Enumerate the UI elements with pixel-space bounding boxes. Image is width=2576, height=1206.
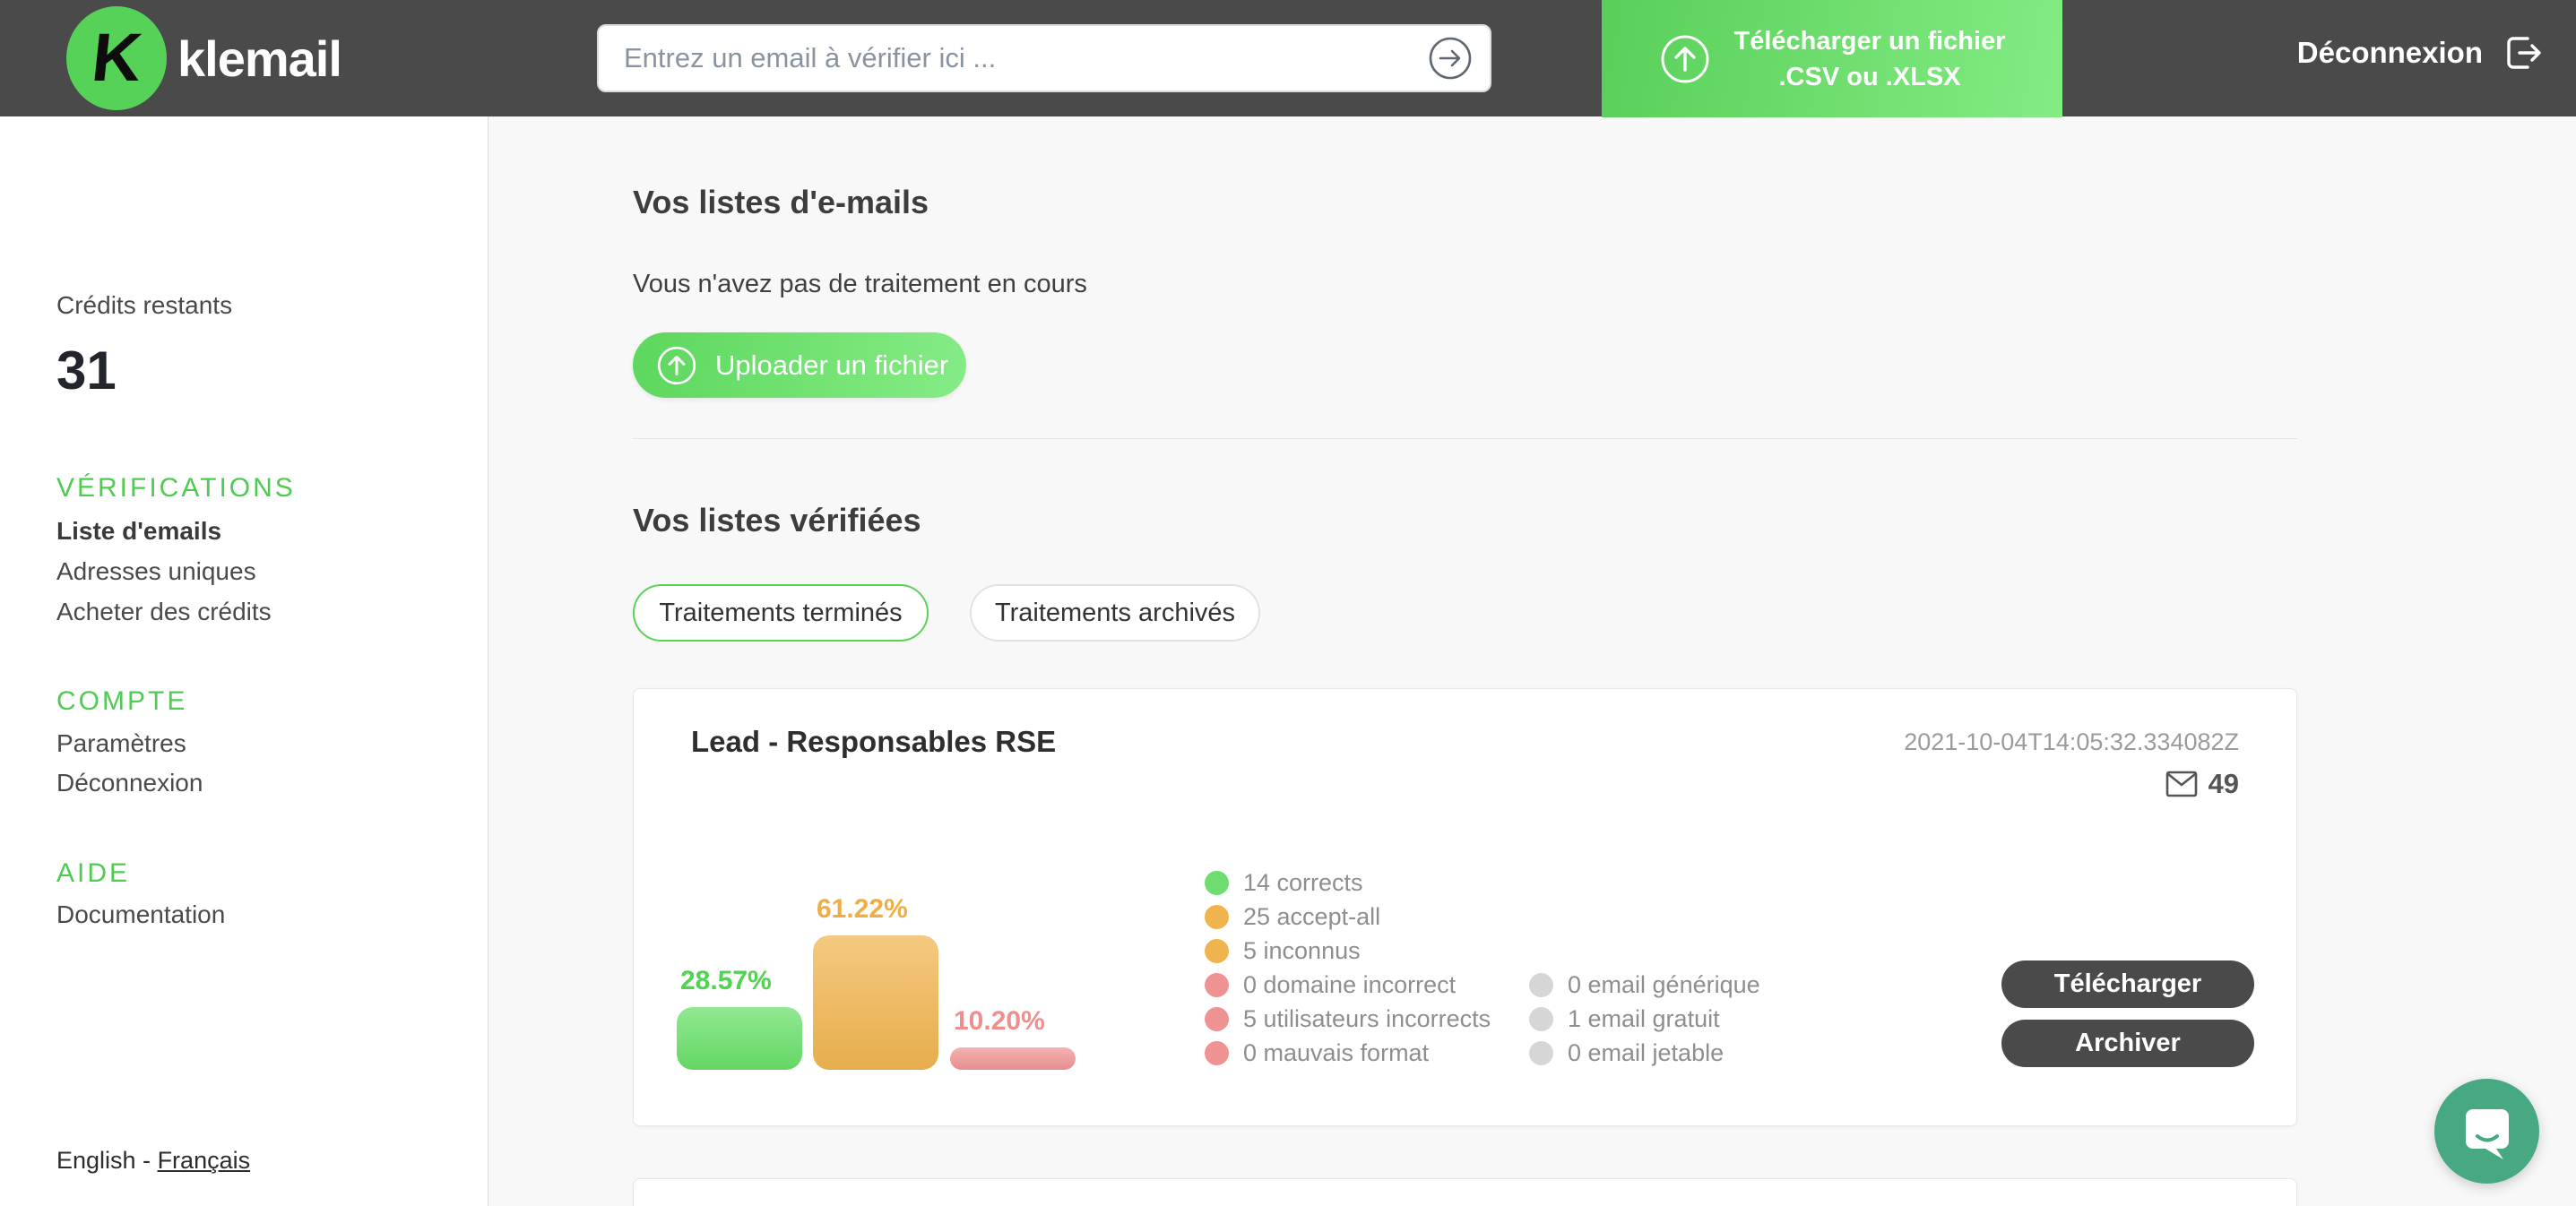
legend-label: 0 domaine incorrect [1243, 970, 1457, 998]
legend-item: 5 utilisateurs incorrects [1205, 1002, 1491, 1036]
sidebar-item-adresses-uniques[interactable]: Adresses uniques [56, 557, 256, 585]
language-english: English - [56, 1147, 158, 1174]
top-bar: K klemail Télécharger un fichier .CSV ou… [0, 0, 2576, 117]
logo-k-icon: K [88, 20, 145, 96]
upload-button-line1: Télécharger un fichier [1733, 26, 2006, 56]
legend-dot-red [1205, 972, 1229, 997]
language-francais-link[interactable]: Français [157, 1147, 251, 1174]
legend-item: 0 mauvais format [1205, 1036, 1491, 1070]
legend-dot-green [1205, 870, 1229, 895]
arrow-circle-right-icon [1429, 37, 1472, 80]
legend-column-1: 14 corrects 25 accept-all 5 inconnus 0 d… [1205, 866, 1491, 1070]
legend-item: 1 email gratuit [1529, 1002, 1760, 1036]
next-list-card-partial [633, 1178, 2297, 1206]
language-switcher: English - Français [56, 1144, 250, 1176]
submit-email-button[interactable] [1427, 35, 1474, 82]
legend-item: 0 domaine incorrect [1205, 968, 1491, 1002]
legend-dot-gray [1529, 1040, 1553, 1065]
credits-label: Crédits restants [56, 291, 233, 319]
legend-item: 0 email générique [1529, 968, 1760, 1002]
sidebar-item-acheter-credits[interactable]: Acheter des crédits [56, 598, 272, 625]
results-bar-chart: 28.57% 61.22% 10.20% [677, 792, 1125, 1070]
legend-label: 5 inconnus [1243, 936, 1361, 964]
email-count: 49 [2165, 768, 2239, 800]
verified-list-card: Lead - Responsables RSE 2021-10-04T14:05… [633, 688, 2297, 1126]
section-verifications: VÉRIFICATIONS [56, 473, 296, 503]
uploader-fichier-button[interactable]: Uploader un fichier [633, 332, 966, 398]
legend-dot-red [1205, 1006, 1229, 1031]
legend-label: 0 email générique [1568, 970, 1760, 998]
upload-csv-xlsx-button[interactable]: Télécharger un fichier .CSV ou .XLSX [1602, 0, 2062, 117]
archiver-button[interactable]: Archiver [2001, 1020, 2254, 1067]
legend-item: 14 corrects [1205, 866, 1491, 900]
legend-label: 5 utilisateurs incorrects [1243, 1004, 1491, 1032]
tab-traitements-termines[interactable]: Traitements terminés [633, 584, 929, 642]
upload-button-line2: .CSV ou .XLSX [1778, 62, 1961, 91]
tab-traitements-archives[interactable]: Traitements archivés [970, 584, 1260, 642]
upload-circle-icon [657, 346, 696, 384]
sidebar-item-documentation[interactable]: Documentation [56, 900, 226, 928]
logout-button[interactable]: Déconnexion [2292, 0, 2551, 106]
email-verify-input[interactable] [622, 41, 1427, 75]
legend-dot-gray [1529, 972, 1553, 997]
sidebar-item-liste-emails[interactable]: Liste d'emails [56, 517, 222, 545]
legend-item: 5 inconnus [1205, 934, 1491, 968]
bar-corrects: 28.57% [677, 966, 802, 1070]
legend-column-2: 0 email générique 1 email gratuit 0 emai… [1529, 968, 1760, 1070]
no-processing-text: Vous n'avez pas de traitement en cours [633, 270, 1087, 298]
upload-circle-icon [1661, 35, 1708, 82]
uploader-button-label: Uploader un fichier [715, 349, 949, 381]
klemail-logo[interactable]: K [66, 6, 167, 110]
sidebar-item-deconnexion[interactable]: Déconnexion [56, 769, 203, 797]
legend-label: 0 email jetable [1568, 1038, 1725, 1066]
chat-launcher-button[interactable] [2434, 1079, 2539, 1184]
brand-name: klemail [177, 30, 342, 87]
section-divider [633, 438, 2297, 439]
legend-label: 0 mauvais format [1243, 1038, 1430, 1066]
section-compte: COMPTE [56, 686, 188, 716]
legend-dot-red [1205, 1040, 1229, 1065]
bar-label-incorrects: 10.20% [954, 1006, 1045, 1036]
chat-bubble-icon [2465, 1108, 2509, 1159]
page-title-lists: Vos listes d'e-mails [633, 184, 929, 220]
email-count-value: 49 [2208, 768, 2239, 799]
telecharger-button[interactable]: Télécharger [2001, 960, 2254, 1008]
section-aide: AIDE [56, 858, 131, 888]
bar-accept-all: 61.22% [813, 894, 938, 1070]
legend-dot-orange [1205, 938, 1229, 963]
email-search-bar [597, 24, 1491, 92]
legend-label: 1 email gratuit [1568, 1004, 1720, 1032]
legend-label: 25 accept-all [1243, 902, 1381, 930]
sidebar: Crédits restants 31 VÉRIFICATIONS Liste … [0, 116, 488, 1206]
logout-label: Déconnexion [2296, 36, 2483, 69]
bar-label-corrects: 28.57% [680, 966, 772, 995]
list-title: Lead - Responsables RSE [691, 725, 1057, 758]
bar-incorrects: 10.20% [950, 1006, 1076, 1070]
legend-item: 25 accept-all [1205, 900, 1491, 934]
legend-dot-gray [1529, 1006, 1553, 1031]
logout-icon [2507, 37, 2541, 69]
legend-item: 0 email jetable [1529, 1036, 1760, 1070]
list-timestamp: 2021-10-04T14:05:32.334082Z [1904, 728, 2239, 755]
envelope-icon [2165, 771, 2197, 797]
legend-dot-orange [1205, 904, 1229, 929]
credits-value: 31 [56, 340, 117, 401]
bar-label-accept-all: 61.22% [817, 894, 908, 924]
page-title-verified: Vos listes vérifiées [633, 502, 921, 538]
sidebar-item-parametres[interactable]: Paramètres [56, 729, 186, 757]
legend-label: 14 corrects [1243, 868, 1363, 896]
